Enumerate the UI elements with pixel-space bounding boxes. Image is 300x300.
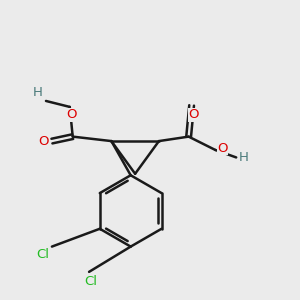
Text: O: O <box>217 142 227 155</box>
Text: H: H <box>239 151 249 164</box>
Text: O: O <box>66 108 76 122</box>
Text: Cl: Cl <box>84 275 97 288</box>
Text: H: H <box>33 86 43 100</box>
Text: O: O <box>188 108 198 122</box>
Text: O: O <box>38 135 48 148</box>
Text: Cl: Cl <box>36 248 49 261</box>
